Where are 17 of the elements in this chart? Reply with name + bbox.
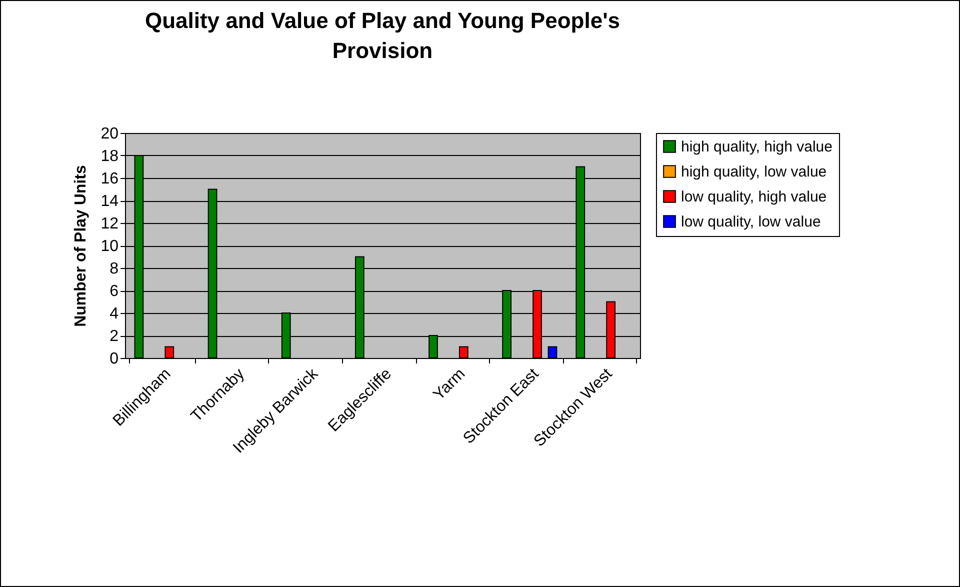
legend-label: high quality, low value [681, 164, 827, 180]
y-tick-label: 6 [110, 283, 119, 300]
y-tick-label: 2 [110, 328, 119, 345]
y-tick-label: 12 [100, 216, 119, 232]
y-axis-title: Number of Play Units [72, 165, 90, 327]
chart-title: Quality and Value of Play and Young People's Provision [144, 8, 620, 63]
y-tick-label: 20 [100, 126, 119, 142]
y-tick-label: 16 [100, 170, 119, 188]
y-tick-label: 10 [100, 238, 119, 255]
y-tick-label: 18 [100, 148, 119, 165]
y-tick-label: 14 [100, 193, 119, 210]
legend-label: low quality, low value [681, 214, 821, 230]
legend-label: low quality, high value [681, 188, 827, 206]
legend-label: high quality, high value [681, 138, 832, 156]
y-tick-label: 0 [110, 350, 119, 368]
y-tick-label: 4 [110, 306, 119, 322]
y-tick-label: 8 [110, 260, 119, 278]
